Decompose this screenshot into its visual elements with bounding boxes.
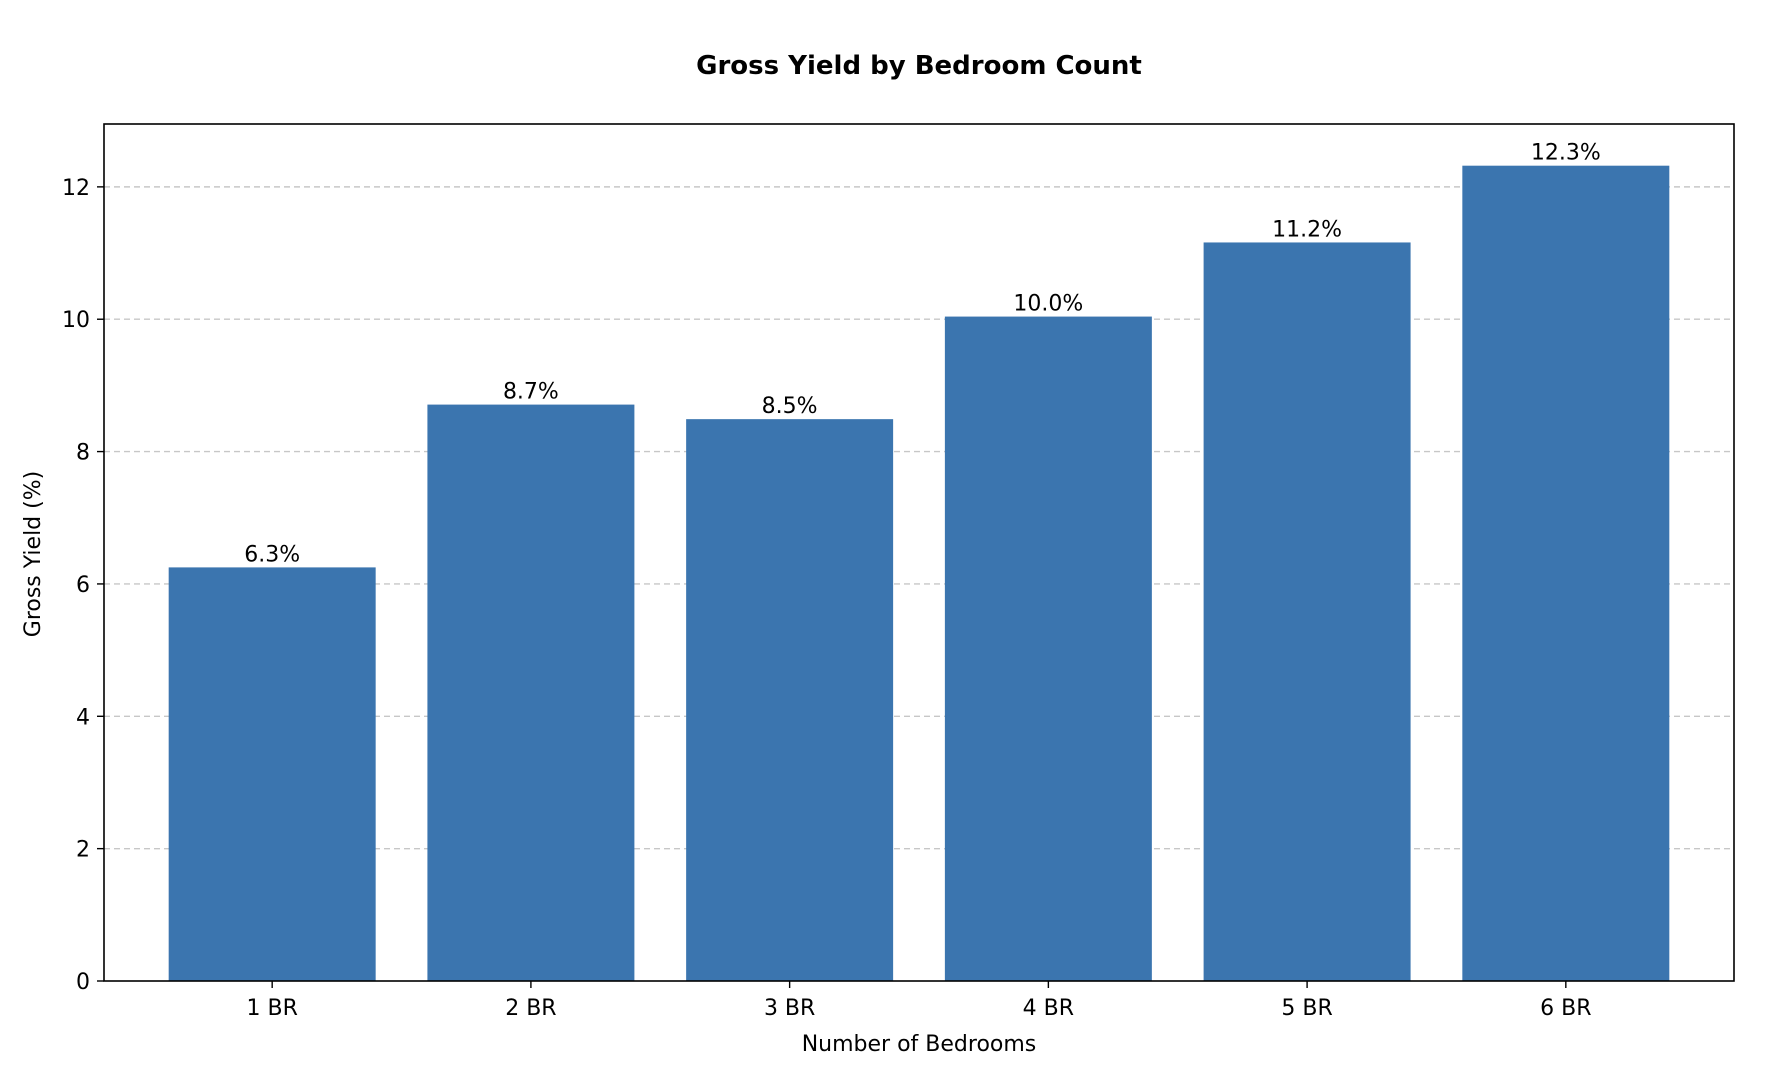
y-tick-label: 12 — [62, 176, 90, 201]
bar-value-labels: 6.3% 8.7% 8.5% 10.0% 11.2% 12.3% — [244, 141, 1601, 568]
bars — [168, 165, 1670, 982]
y-tick-label: 4 — [76, 705, 90, 730]
bar — [168, 567, 376, 981]
bar-value-label: 12.3% — [1531, 141, 1601, 166]
bar-value-label: 8.5% — [762, 394, 818, 419]
y-tick-label: 10 — [62, 308, 90, 333]
y-tick-label: 2 — [76, 838, 90, 863]
x-tick-label: 3 BR — [764, 996, 815, 1021]
bar — [1203, 242, 1411, 982]
bar — [686, 419, 894, 982]
x-tick-label: 1 BR — [246, 996, 297, 1021]
y-axis-ticks: 0 2 4 6 8 10 12 — [62, 176, 104, 995]
bar-value-label: 8.7% — [503, 380, 559, 405]
plot-frame — [103, 123, 1735, 982]
y-axis-label: Gross Yield (%) — [21, 471, 46, 637]
x-tick-label: 6 BR — [1540, 996, 1591, 1021]
bar — [427, 404, 635, 982]
y-tick-label: 8 — [76, 441, 90, 466]
bar-value-label: 6.3% — [244, 542, 300, 567]
bar-value-label: 11.2% — [1272, 217, 1342, 242]
bar-value-label: 10.0% — [1013, 292, 1083, 317]
y-tick-label: 6 — [76, 573, 90, 598]
chart-title: Gross Yield by Bedroom Count — [696, 51, 1142, 81]
y-tick-label: 0 — [76, 970, 90, 995]
x-axis-ticks: 1 BR 2 BR 3 BR 4 BR 5 BR 6 BR — [246, 981, 1592, 1021]
bar — [1462, 165, 1670, 981]
bar — [944, 316, 1152, 981]
x-tick-label: 5 BR — [1281, 996, 1332, 1021]
x-axis-label: Number of Bedrooms — [802, 1032, 1037, 1057]
x-tick-label: 4 BR — [1023, 996, 1074, 1021]
x-tick-label: 2 BR — [505, 996, 556, 1021]
